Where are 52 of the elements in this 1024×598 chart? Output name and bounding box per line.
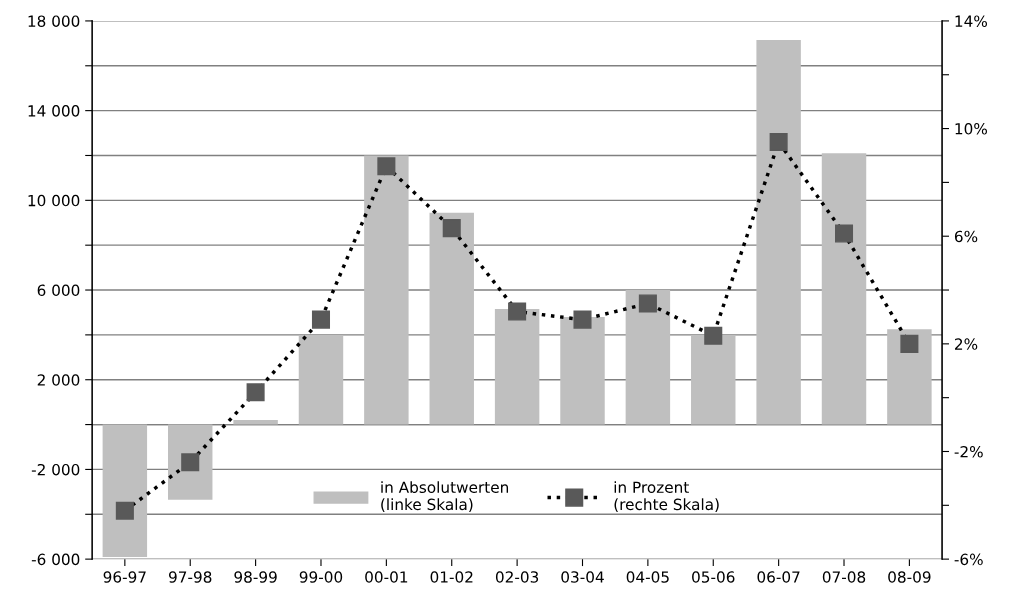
y2-tick-label: 2% (955, 338, 978, 350)
x-tick-label: 98-99 (234, 571, 277, 583)
x-tick-label: 04-05 (626, 571, 669, 583)
y-tick-label: 18 000 (28, 15, 80, 27)
y2-tick-label: 14% (955, 15, 987, 27)
bar (821, 153, 867, 425)
bar (494, 309, 540, 425)
y-tick-label: 10 000 (28, 194, 80, 207)
point (573, 310, 592, 329)
y2-tick-label: -6% (954, 553, 983, 566)
y-tick-label: 6 000 (37, 284, 80, 297)
bar (691, 334, 736, 425)
x-tick-label: 08-09 (888, 571, 931, 583)
y-tick-label: -2 000 (31, 463, 80, 476)
bar (887, 329, 932, 425)
point (311, 310, 331, 329)
bar (233, 420, 278, 425)
point (704, 326, 723, 345)
point (246, 383, 265, 402)
point (442, 219, 461, 238)
y-tick-label: 2 000 (37, 374, 80, 386)
legend-label: in Absolutwerten (linke Skala) (381, 481, 509, 512)
x-tick-label: 06-07 (757, 571, 800, 583)
point (638, 294, 657, 313)
point (900, 334, 919, 353)
bar (625, 290, 671, 425)
x-tick-label: 07-08 (822, 571, 866, 583)
point (377, 157, 396, 176)
x-tick-label: 03-04 (561, 571, 604, 583)
x-tick-label: 00-01 (365, 571, 408, 583)
y2-tick-label: -2% (954, 445, 983, 458)
bar (756, 39, 801, 425)
bar (560, 316, 605, 425)
y-tick-label: 14 000 (28, 105, 80, 117)
bar (102, 424, 148, 557)
point (115, 501, 134, 520)
x-tick-label: 99-00 (299, 571, 343, 583)
bar (429, 212, 474, 425)
point (769, 132, 788, 152)
y2-tick-label: 10% (955, 123, 987, 135)
point (834, 224, 854, 243)
x-tick-label: 01-02 (430, 571, 473, 583)
x-tick-label: 96-97 (103, 571, 146, 583)
x-tick-label: 05-06 (692, 571, 735, 583)
bar (364, 155, 409, 425)
bar (298, 334, 344, 425)
point (508, 302, 527, 321)
x-tick-label: 97-98 (168, 571, 212, 583)
x-tick-label: 02-03 (495, 571, 539, 583)
y-tick-label: -6 000 (31, 553, 80, 566)
y2-tick-label: 6% (954, 230, 978, 243)
legend-label: in Prozent (rechte Skala) (614, 481, 719, 512)
